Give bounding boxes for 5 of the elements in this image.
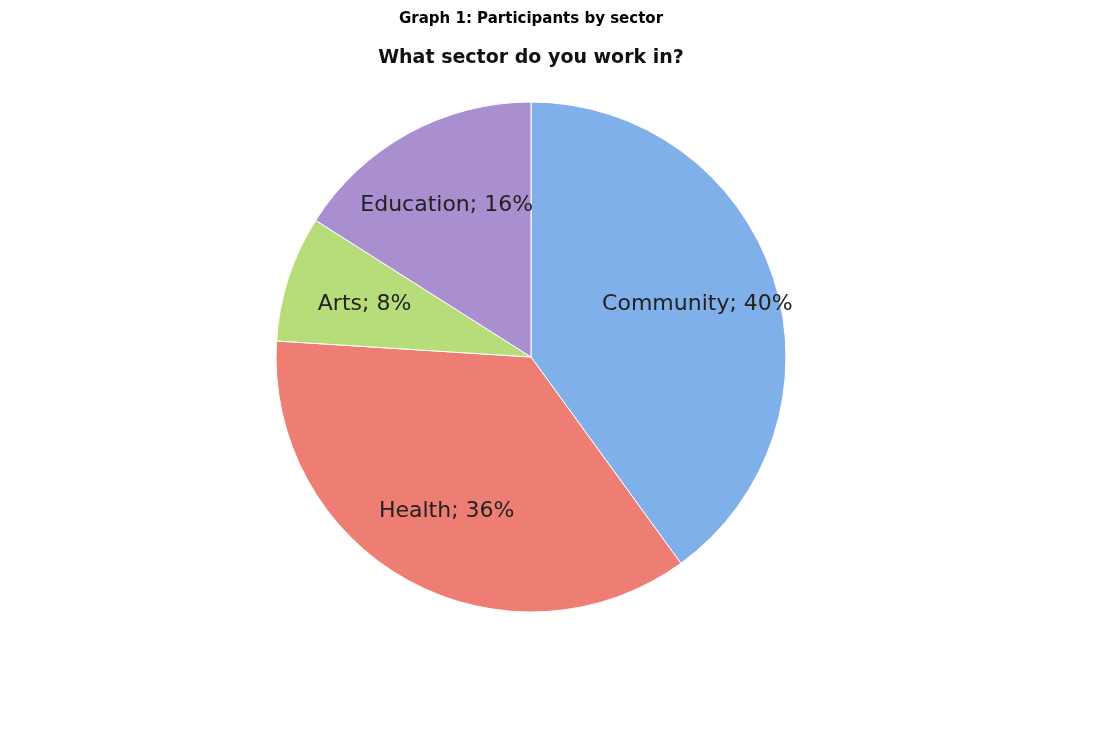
slice-label: Arts; 8%	[317, 289, 412, 315]
chart-subtitle: What sector do you work in?	[378, 45, 684, 67]
slice-label: Education; 16%	[360, 190, 534, 216]
slice-label: Health; 36%	[378, 497, 515, 523]
chart-title: Graph 1: Participants by sector	[398, 9, 664, 27]
